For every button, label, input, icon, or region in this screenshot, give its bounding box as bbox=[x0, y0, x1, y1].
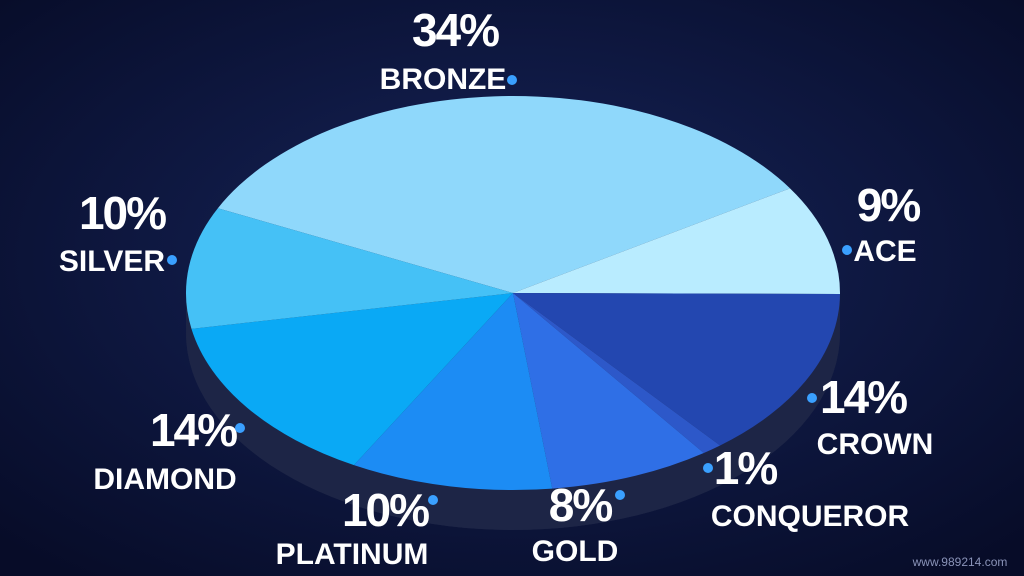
label-dot bbox=[428, 495, 438, 505]
value-label: 34% bbox=[412, 4, 499, 56]
value-label: 9% bbox=[857, 179, 921, 231]
labels: 34% BRONZE 9% ACE 14% CROWN 1% CONQUEROR 8% GOLD 1… bbox=[59, 4, 933, 571]
slice-name: CONQUEROR bbox=[711, 500, 910, 533]
label-dot bbox=[615, 490, 625, 500]
slice-name: ACE bbox=[853, 235, 916, 268]
label-dot bbox=[167, 255, 177, 265]
slice bbox=[191, 293, 513, 466]
value-label: 14% bbox=[150, 404, 237, 456]
slice-name: CROWN bbox=[817, 428, 934, 461]
value-label: 1% bbox=[714, 442, 778, 494]
slice-name: GOLD bbox=[532, 535, 619, 568]
slice bbox=[217, 96, 791, 293]
slices bbox=[186, 96, 840, 490]
value-label: 10% bbox=[342, 484, 429, 536]
slice bbox=[353, 293, 553, 490]
slice-name: SILVER bbox=[59, 245, 165, 278]
value-label: 14% bbox=[820, 371, 907, 423]
label-dot bbox=[235, 423, 245, 433]
label-dot bbox=[507, 75, 517, 85]
slice-name: DIAMOND bbox=[93, 463, 236, 496]
slice-name: PLATINUM bbox=[276, 538, 429, 571]
slice bbox=[186, 208, 513, 329]
slice bbox=[513, 293, 704, 489]
label-dot bbox=[703, 463, 713, 473]
value-label: 10% bbox=[79, 187, 166, 239]
label-dot bbox=[842, 245, 852, 255]
slice bbox=[513, 293, 721, 453]
slice bbox=[513, 188, 840, 295]
value-label: 8% bbox=[549, 479, 613, 531]
watermark: www.989214.com bbox=[912, 555, 1008, 569]
slice-name: BRONZE bbox=[380, 63, 507, 96]
label-dot bbox=[807, 393, 817, 403]
slice bbox=[513, 293, 840, 446]
